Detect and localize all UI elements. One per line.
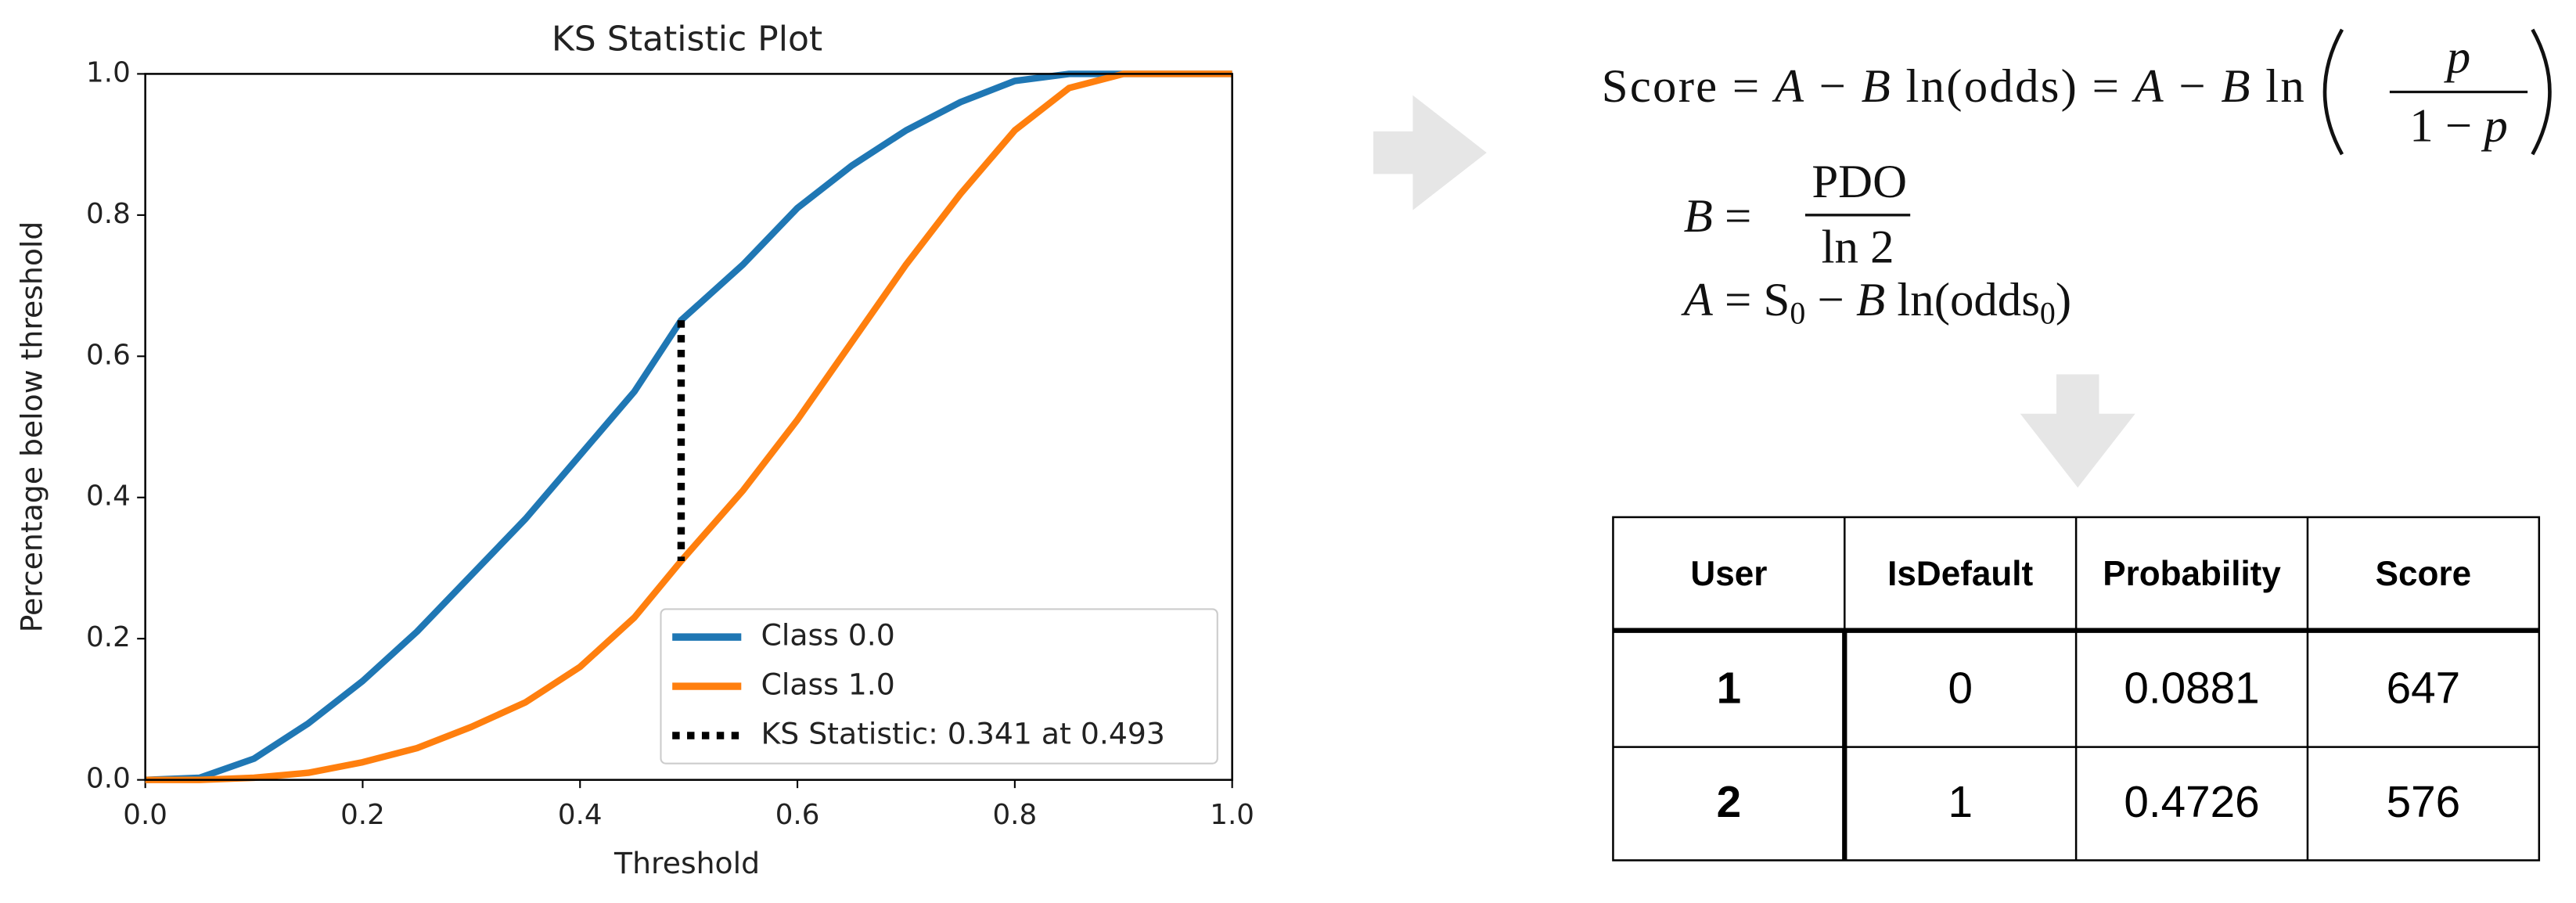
table-header: IsDefault [1887,555,2033,593]
table-header: Probability [2103,555,2281,593]
chart-title: KS Statistic Plot [552,19,822,59]
formula-text: A [1681,274,1714,326]
formula-a: A = S0 − B ln(odds0) [1681,274,2071,330]
table-cell: 647 [2387,664,2461,713]
formula-b: B = [1684,190,1752,243]
x-axis-label: Threshold [613,846,760,880]
formula-text: B [1862,60,1891,113]
table-cell: 0.0881 [2124,664,2259,713]
formula-text: − [1805,274,1856,326]
formula-text: Score = [1602,60,1773,113]
formula-text: A [2132,60,2164,113]
table-cell: 576 [2387,778,2461,827]
legend-label: KS Statistic: 0.341 at 0.493 [761,716,1164,750]
x-tick-label: 0.2 [340,799,385,831]
formula-text: 0 [1790,295,1805,330]
y-axis-label: Percentage below threshold [14,221,49,633]
legend-box [660,608,1218,764]
ks-chart: KS Statistic Plot Threshold Percentage b… [14,19,1254,880]
x-tick-label: 0.8 [993,799,1038,831]
formula-text: B [2221,60,2250,113]
table-cell: 0.4726 [2124,778,2259,827]
fraction-numerator: PDO [1811,156,1907,208]
y-tick-label: 0.2 [86,621,131,653]
table-cell: 2 [1717,778,1742,827]
formula-text: = [1713,190,1752,243]
formula-score: Score = A − B ln(odds) = A − B ln [1602,60,2304,113]
fraction-denominator: ln 2 [1822,221,1894,274]
formula-text: B [1684,190,1713,243]
formula-text: = S [1713,274,1790,326]
table-cell: 1 [1948,778,1973,827]
paren [2531,28,2552,156]
y-tick-label: 0.0 [86,763,131,795]
legend-label: Class 1.0 [761,667,894,702]
paren [2322,28,2344,156]
right-arrow [1373,95,1487,210]
legend-label: Class 0.0 [761,618,894,653]
formula-text: B [1856,274,1885,326]
fraction-numerator: p [2444,31,2470,83]
y-tick-label: 0.8 [86,198,131,230]
x-tick-label: 0.4 [558,799,603,831]
formula-text: 1 − [2409,99,2484,152]
formula-text: p [2481,99,2507,152]
fraction-denominator: 1 − p [2409,99,2508,152]
x-tick-label: 0.6 [775,799,820,831]
y-tick-label: 0.4 [86,480,131,513]
formula-text: A [1772,60,1804,113]
x-tick-label: 0.0 [123,799,167,831]
formula-text: ln [2252,60,2304,113]
plot-frame [144,73,1233,781]
down-arrow [2020,374,2135,488]
table-cell: 1 [1717,664,1742,713]
y-tick-label: 0.6 [86,339,131,371]
table-header: User [1690,555,1767,593]
formula-text: − [1805,60,1859,113]
formula-text: − [2165,60,2219,113]
x-tick-label: 1.0 [1210,799,1254,831]
table-cell: 0 [1948,664,1973,713]
formula-text: ln(odds [1885,274,2040,326]
y-tick-label: 1.0 [86,56,131,88]
formula-text: 0 [2040,295,2056,330]
table-header: Score [2376,555,2471,593]
formula-text: ) [2056,274,2071,326]
formula-text: ln(odds) = [1892,60,2132,113]
score-table: User IsDefault Probability Score 1 0 0.0881 647… [1612,516,2541,862]
